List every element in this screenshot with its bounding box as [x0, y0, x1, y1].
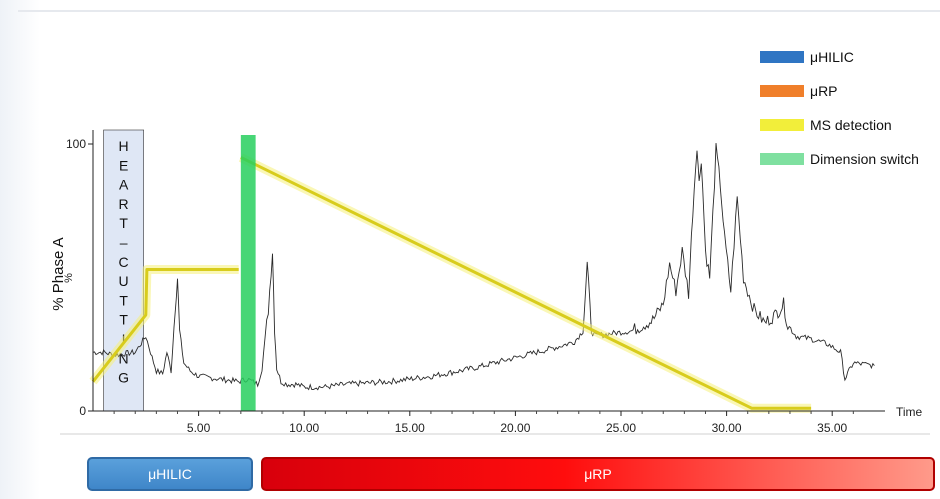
legend-swatch-hilic	[760, 51, 804, 63]
legend-label-switch: Dimension switch	[810, 151, 919, 167]
heart-cutting-letter: R	[119, 196, 129, 212]
rp-phase-bar: μRP	[261, 457, 935, 491]
heart-cutting-letter: H	[119, 138, 129, 154]
x-tick-label: 20.00	[500, 421, 530, 435]
y-unit-label: %	[63, 273, 75, 283]
x-axis-label: Time	[896, 405, 923, 419]
dimension-switch-band	[240, 135, 256, 411]
heart-cutting-letter: T	[119, 215, 128, 231]
heart-cutting-letter: –	[120, 235, 128, 251]
x-tick-label: 30.00	[712, 421, 742, 435]
rp-phase-label: μRP	[584, 466, 612, 482]
legend-label-rp: μRP	[810, 83, 838, 99]
legend-item-hilic: μHILIC	[760, 40, 919, 74]
y-tick-label: 0	[79, 404, 86, 418]
x-tick-label: 25.00	[606, 421, 636, 435]
chromatogram-trace	[92, 143, 875, 391]
hilic-phase-bar: μHILIC	[87, 457, 253, 491]
heart-cutting-letter: C	[119, 254, 129, 270]
x-tick-label: 10.00	[289, 421, 319, 435]
heart-cutting-letter: U	[119, 273, 129, 289]
heart-cutting-letter: G	[118, 370, 129, 386]
hilic-phase-label: μHILIC	[148, 466, 192, 482]
legend-label-hilic: μHILIC	[810, 49, 854, 65]
heart-cutting-letter: T	[119, 312, 128, 328]
heart-cutting-letter: A	[119, 177, 129, 193]
bottom-divider	[60, 433, 930, 435]
heart-cutting-letter: T	[119, 292, 128, 308]
x-tick-label: 35.00	[817, 421, 847, 435]
legend-swatch-switch	[760, 153, 804, 165]
y-tick-label: 100	[66, 137, 86, 151]
rp-gradient-line-glow	[238, 153, 812, 413]
legend: μHILIC μRP MS detection Dimension switch	[760, 40, 919, 176]
legend-item-switch: Dimension switch	[760, 142, 919, 176]
rp-gradient-line	[240, 156, 812, 410]
legend-item-rp: μRP	[760, 74, 919, 108]
top-divider	[18, 10, 940, 12]
legend-item-ms: MS detection	[760, 108, 919, 142]
heart-cutting-letter: N	[119, 350, 129, 366]
x-tick-label: 5.00	[187, 421, 211, 435]
y-axis-label: % Phase A	[50, 237, 67, 310]
hilic-gradient-line	[91, 268, 239, 383]
legend-swatch-ms	[760, 119, 804, 131]
heart-cutting-letter: E	[119, 157, 128, 173]
x-tick-label: 15.00	[395, 421, 425, 435]
legend-swatch-rp	[760, 85, 804, 97]
legend-label-ms: MS detection	[810, 117, 892, 133]
